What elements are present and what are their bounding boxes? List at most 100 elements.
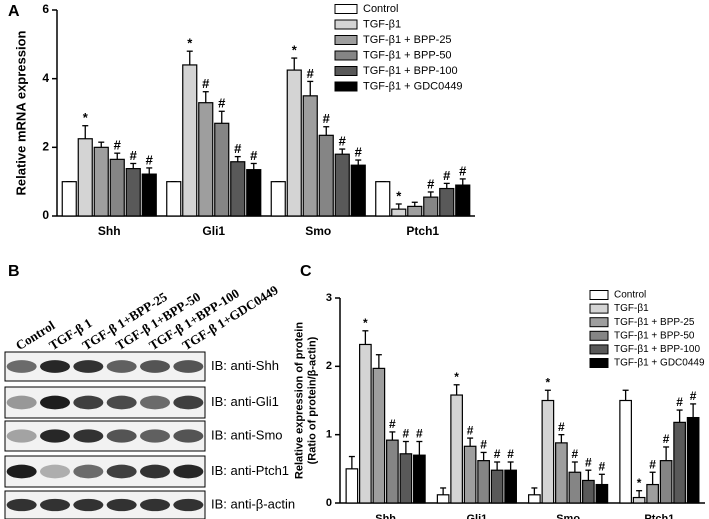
- significance-marker: #: [355, 144, 363, 159]
- y-tick-label: 2: [326, 360, 332, 372]
- bar: [334, 153, 350, 217]
- blot-band: [40, 429, 70, 443]
- blot-frame: [4, 420, 206, 452]
- blot-band: [106, 498, 137, 512]
- legend-label: TGF-β1 + GDC0449: [363, 80, 463, 92]
- blot-band: [6, 464, 37, 479]
- legend-label: TGF-β1 + BPP-100: [614, 344, 700, 355]
- blot-frame: [4, 455, 206, 488]
- bar: [399, 453, 413, 504]
- blot-frame: [4, 351, 206, 382]
- blot-band: [40, 498, 70, 512]
- blot-band: [40, 464, 70, 479]
- significance-marker: #: [250, 148, 258, 163]
- blot-band: [173, 429, 204, 443]
- row-label: IB: anti-β-actin: [211, 496, 295, 511]
- bar: [659, 460, 673, 504]
- bar: [455, 184, 471, 217]
- blot-band: [73, 429, 104, 443]
- significance-marker: #: [443, 168, 451, 183]
- blot-band: [173, 498, 204, 512]
- blot-band: [73, 360, 104, 373]
- blot-frame: [4, 386, 206, 419]
- significance-marker: #: [234, 141, 242, 156]
- bar: [93, 146, 109, 217]
- bar: [568, 471, 582, 504]
- legend-label: TGF-β1: [614, 303, 649, 314]
- legend-swatch: [589, 290, 609, 300]
- bar: [646, 483, 659, 504]
- significance-marker: #: [146, 152, 154, 167]
- bar: [439, 187, 455, 217]
- bar: [673, 421, 686, 504]
- bar: [214, 122, 230, 217]
- x-tick-label: Smo: [556, 513, 580, 519]
- panel-label: A: [8, 3, 20, 20]
- legend-swatch: [589, 317, 609, 328]
- legend-swatch: [334, 81, 358, 92]
- significance-marker: #: [218, 96, 226, 111]
- y-axis-title: Relative mRNA expression: [13, 30, 28, 195]
- bar: [198, 102, 214, 217]
- legend-swatch: [334, 50, 358, 61]
- significance-marker: *: [546, 375, 551, 389]
- bar: [423, 196, 439, 217]
- blot-band: [73, 395, 104, 410]
- significance-marker: #: [307, 66, 315, 81]
- significance-marker: #: [339, 133, 347, 148]
- blot-band: [173, 360, 204, 373]
- significance-marker: #: [663, 432, 670, 446]
- bar: [61, 181, 77, 217]
- panel-label: C: [300, 263, 312, 280]
- legend-swatch: [589, 303, 609, 314]
- bar: [270, 181, 286, 217]
- x-tick-label: Shh: [375, 513, 396, 519]
- blot-band: [140, 464, 170, 479]
- significance-marker: #: [572, 447, 579, 461]
- blot-band: [173, 464, 204, 479]
- blot-band: [173, 395, 204, 410]
- blot-band: [106, 395, 137, 410]
- bar: [230, 161, 246, 217]
- bar: [619, 399, 632, 504]
- panel-label: B: [8, 263, 20, 280]
- bar: [182, 64, 198, 217]
- legend-swatch: [589, 358, 609, 368]
- blot-band: [140, 498, 170, 512]
- significance-marker: #: [507, 447, 514, 461]
- y-axis-title: (Ratio of protein/β-actin): [306, 336, 318, 464]
- x-tick-label: Ptch1: [644, 513, 674, 519]
- y-tick-label: 0: [42, 208, 49, 222]
- significance-marker: #: [558, 420, 565, 434]
- legend-swatch: [334, 19, 358, 30]
- legend-label: TGF-β1 + BPP-100: [363, 65, 458, 77]
- significance-marker: *: [83, 110, 89, 125]
- legend-label: TGF-β1 + GDC0449: [614, 358, 705, 369]
- blot-band: [106, 464, 137, 479]
- significance-marker: #: [585, 455, 592, 469]
- blot-band: [40, 360, 70, 373]
- legend-label: Control: [363, 3, 398, 15]
- blot-band: [73, 498, 104, 512]
- y-tick-label: 1: [326, 429, 332, 441]
- bar: [504, 469, 517, 504]
- y-tick-label: 3: [326, 292, 332, 304]
- bar: [450, 394, 463, 504]
- significance-marker: *: [396, 188, 402, 203]
- bar: [166, 181, 182, 217]
- significance-marker: *: [454, 370, 459, 384]
- blot-band: [6, 360, 37, 373]
- x-tick-label: Shh: [98, 224, 121, 238]
- bar: [359, 343, 372, 504]
- significance-marker: #: [130, 148, 138, 163]
- legend-swatch: [334, 66, 358, 76]
- blot-band: [106, 429, 137, 443]
- significance-marker: #: [494, 447, 501, 461]
- x-tick-label: Gli1: [202, 224, 225, 238]
- significance-marker: #: [690, 389, 697, 403]
- bar: [386, 439, 399, 504]
- significance-marker: #: [467, 423, 474, 437]
- bar: [541, 399, 555, 504]
- significance-marker: #: [459, 163, 467, 178]
- bar: [246, 169, 262, 217]
